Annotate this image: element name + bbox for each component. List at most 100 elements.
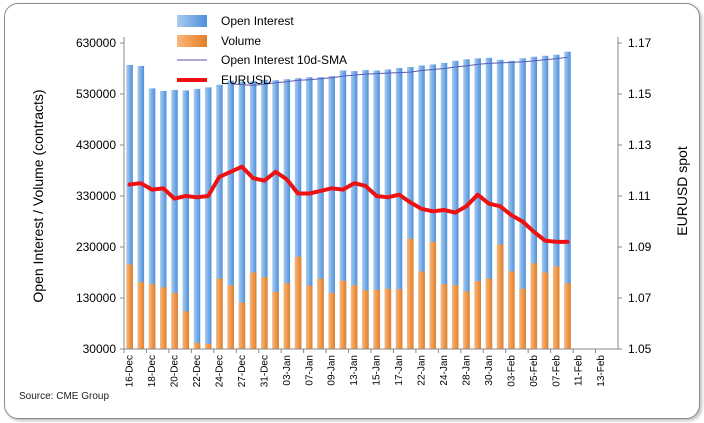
open-interest-bar bbox=[474, 58, 481, 350]
volume-bar bbox=[530, 263, 538, 349]
volume-bar bbox=[171, 292, 178, 349]
right-tick-label: 1.11 bbox=[628, 189, 651, 203]
x-tick-label: 11-Feb bbox=[574, 355, 585, 386]
open-interest-bar bbox=[272, 80, 279, 349]
volume-bar bbox=[182, 311, 190, 349]
x-tick-label: 17-Jan bbox=[394, 355, 405, 386]
open-interest-bar bbox=[238, 81, 246, 349]
open-interest-bar bbox=[249, 81, 257, 349]
x-tick-label: 09-Jan bbox=[327, 355, 338, 386]
left-tick-label: 330000 bbox=[76, 189, 116, 203]
open-interest-bar bbox=[564, 51, 571, 350]
open-interest-bar bbox=[283, 79, 291, 350]
open-interest-bar bbox=[552, 54, 560, 349]
volume-bar bbox=[227, 285, 234, 349]
x-tick-label: 31-Dec bbox=[259, 355, 270, 387]
volume-bar bbox=[384, 288, 392, 349]
open-interest-bar bbox=[407, 66, 414, 349]
open-interest-bar bbox=[317, 77, 324, 350]
volume-bar bbox=[328, 292, 335, 349]
volume-bar bbox=[451, 285, 459, 349]
volume-bar bbox=[508, 271, 515, 349]
open-interest-bar bbox=[193, 88, 201, 350]
volume-bar bbox=[249, 272, 257, 349]
left-tick-label: 30000 bbox=[83, 342, 117, 356]
volume-bar bbox=[552, 266, 560, 349]
open-interest-bar bbox=[519, 58, 526, 350]
x-tick-label: 22-Jan bbox=[417, 355, 428, 386]
volume-bar bbox=[148, 284, 156, 349]
left-tick-label: 530000 bbox=[76, 87, 116, 101]
legend-swatch-open-interest bbox=[177, 15, 207, 27]
volume-bar bbox=[317, 278, 324, 349]
open-interest-bar bbox=[294, 78, 302, 349]
volume-bar bbox=[407, 238, 414, 349]
open-interest-bar bbox=[508, 60, 515, 349]
x-tick-label: 22-Dec bbox=[192, 355, 203, 387]
open-interest-bar bbox=[261, 79, 268, 349]
open-interest-bar bbox=[373, 70, 380, 349]
x-tick-label: 13-Jan bbox=[349, 355, 360, 386]
volume-bar bbox=[216, 278, 223, 349]
left-tick-label: 630000 bbox=[76, 36, 116, 50]
left-tick-label: 230000 bbox=[76, 240, 116, 254]
x-tick-label: 27-Dec bbox=[237, 355, 248, 387]
open-interest-bar bbox=[328, 76, 335, 350]
volume-bar bbox=[204, 343, 212, 349]
chart-canvas: 30000 130000 230000 330000 430000 530000 63000… bbox=[30, 14, 690, 387]
x-tick-label: 16-Dec bbox=[125, 355, 136, 387]
volume-bar bbox=[463, 291, 470, 349]
right-axis-title: EURUSD spot bbox=[674, 146, 690, 236]
open-interest-bar bbox=[384, 69, 392, 350]
legend-label: EURUSD bbox=[221, 73, 272, 87]
x-tick-label: 03-Feb bbox=[506, 355, 517, 387]
chart-frame: 30000 130000 230000 330000 430000 530000 63000… bbox=[4, 3, 700, 419]
volume-bar bbox=[350, 285, 358, 349]
x-tick-label: 05-Feb bbox=[529, 355, 540, 387]
volume-bar bbox=[238, 302, 246, 349]
volume-bar bbox=[373, 289, 380, 349]
open-interest-bar bbox=[204, 87, 212, 350]
open-interest-bar bbox=[395, 67, 403, 350]
volume-bar bbox=[496, 244, 504, 349]
x-tick-label: 18-Dec bbox=[147, 355, 158, 387]
eurusd-line bbox=[127, 164, 570, 244]
source-note: Source: CME Group bbox=[19, 391, 110, 402]
volume-bar bbox=[261, 277, 268, 349]
legend-label: Open Interest bbox=[221, 14, 294, 28]
volume-bar bbox=[193, 342, 201, 349]
right-tick-label: 1.17 bbox=[628, 36, 652, 50]
right-tick-label: 1.05 bbox=[628, 342, 652, 356]
legend-label: Open Interest 10d-SMA bbox=[221, 53, 347, 67]
left-tick-label: 430000 bbox=[76, 138, 116, 152]
open-interest-bar bbox=[148, 88, 156, 349]
volume-bar bbox=[418, 271, 425, 349]
right-tick-label: 1.09 bbox=[628, 240, 652, 254]
right-tick-label: 1.15 bbox=[628, 87, 652, 101]
open-interest-bar bbox=[182, 90, 190, 350]
open-interest-bar bbox=[350, 71, 358, 350]
sma-line bbox=[230, 56, 568, 86]
x-tick-label: 07-Jan bbox=[304, 355, 315, 386]
open-interest-bar bbox=[362, 70, 369, 349]
volume-bar bbox=[305, 285, 313, 349]
x-tick-label: 03-Jan bbox=[282, 355, 293, 386]
x-tick-label: 15-Jan bbox=[372, 355, 383, 386]
open-interest-bar bbox=[305, 77, 313, 350]
open-interest-bar bbox=[429, 64, 437, 350]
open-interest-bar bbox=[530, 56, 538, 350]
volume-bar bbox=[126, 264, 133, 349]
open-interest-bar bbox=[451, 60, 459, 349]
open-interest-bar bbox=[339, 70, 347, 349]
x-tick-label: 24-Dec bbox=[214, 355, 225, 387]
right-tick-label: 1.07 bbox=[628, 291, 652, 305]
volume-bar bbox=[474, 281, 481, 349]
volume-bar bbox=[137, 282, 145, 349]
x-tick-label: 24-Jan bbox=[439, 355, 450, 386]
open-interest-bar bbox=[440, 62, 448, 349]
open-interest-bar bbox=[126, 64, 133, 350]
x-tick-label: 13-Feb bbox=[596, 355, 607, 387]
volume-bar bbox=[519, 288, 526, 349]
open-interest-bar bbox=[160, 90, 167, 349]
left-axis-title: Open Interest / Volume (contracts) bbox=[30, 89, 46, 302]
